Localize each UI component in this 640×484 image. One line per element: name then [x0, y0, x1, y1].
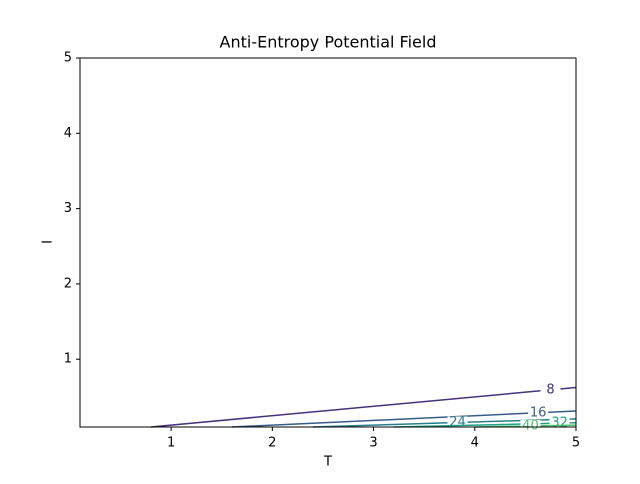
x-tick-label: 5	[572, 436, 580, 451]
x-tick-label: 3	[369, 436, 377, 451]
chart-title: Anti-Entropy Potential Field	[220, 33, 437, 52]
contour-line	[231, 410, 577, 428]
x-tick-label: 2	[268, 436, 276, 451]
contour-label: 40	[522, 418, 539, 433]
contour-label: 8	[546, 382, 554, 397]
y-tick-label: 1	[64, 352, 72, 367]
axes-frame	[79, 57, 577, 428]
y-axis-label: I	[41, 240, 56, 244]
y-tick-label: 4	[64, 126, 72, 141]
contour-label-bg	[528, 406, 549, 419]
contour-label: 16	[530, 405, 547, 420]
plot-area: 8 16 24 32 40	[150, 382, 577, 433]
contour-line	[150, 386, 577, 428]
y-tick-label: 5	[64, 51, 72, 66]
y-tick-label: 2	[64, 276, 72, 291]
x-axis-label: T	[323, 455, 332, 470]
contour-label: 24	[449, 415, 466, 430]
contour-label-bg	[540, 383, 561, 396]
x-tick-label: 4	[471, 436, 479, 451]
y-tick-label: 3	[64, 201, 72, 216]
contour-label: 32	[551, 416, 568, 431]
x-tick-label: 1	[167, 436, 175, 451]
contour-label-bg	[520, 419, 541, 432]
contour-line	[393, 422, 577, 428]
